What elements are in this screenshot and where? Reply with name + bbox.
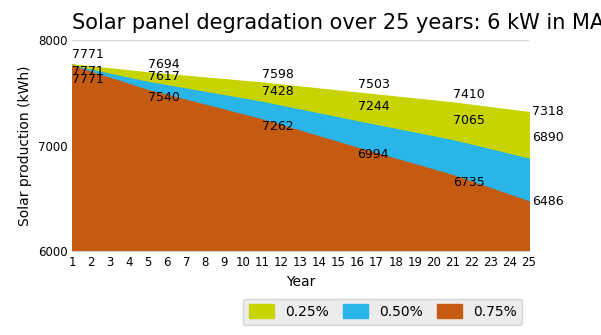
X-axis label: Year: Year — [286, 275, 315, 289]
Text: 7540: 7540 — [148, 91, 180, 104]
Legend: 0.25%, 0.50%, 0.75%: 0.25%, 0.50%, 0.75% — [243, 298, 522, 325]
Text: 6486: 6486 — [532, 195, 563, 207]
Text: 7694: 7694 — [148, 58, 180, 71]
Text: 7771: 7771 — [72, 73, 104, 86]
Text: 7598: 7598 — [263, 68, 294, 81]
Text: 7617: 7617 — [148, 70, 180, 83]
Text: 6994: 6994 — [358, 148, 389, 161]
Text: 7318: 7318 — [532, 105, 564, 118]
Text: Solar panel degradation over 25 years: 6 kW in MA: Solar panel degradation over 25 years: 6… — [72, 13, 601, 33]
Y-axis label: Solar production (kWh): Solar production (kWh) — [18, 65, 32, 226]
Text: 7771: 7771 — [72, 65, 104, 78]
Text: 7244: 7244 — [358, 100, 389, 113]
Text: 7771: 7771 — [72, 49, 104, 61]
Text: 7065: 7065 — [453, 114, 484, 127]
Text: 7410: 7410 — [453, 87, 484, 100]
Text: 6735: 6735 — [453, 176, 484, 189]
Text: 7428: 7428 — [263, 85, 294, 98]
Text: 7503: 7503 — [358, 78, 389, 91]
Text: 6890: 6890 — [532, 131, 564, 144]
Text: 7262: 7262 — [263, 120, 294, 133]
